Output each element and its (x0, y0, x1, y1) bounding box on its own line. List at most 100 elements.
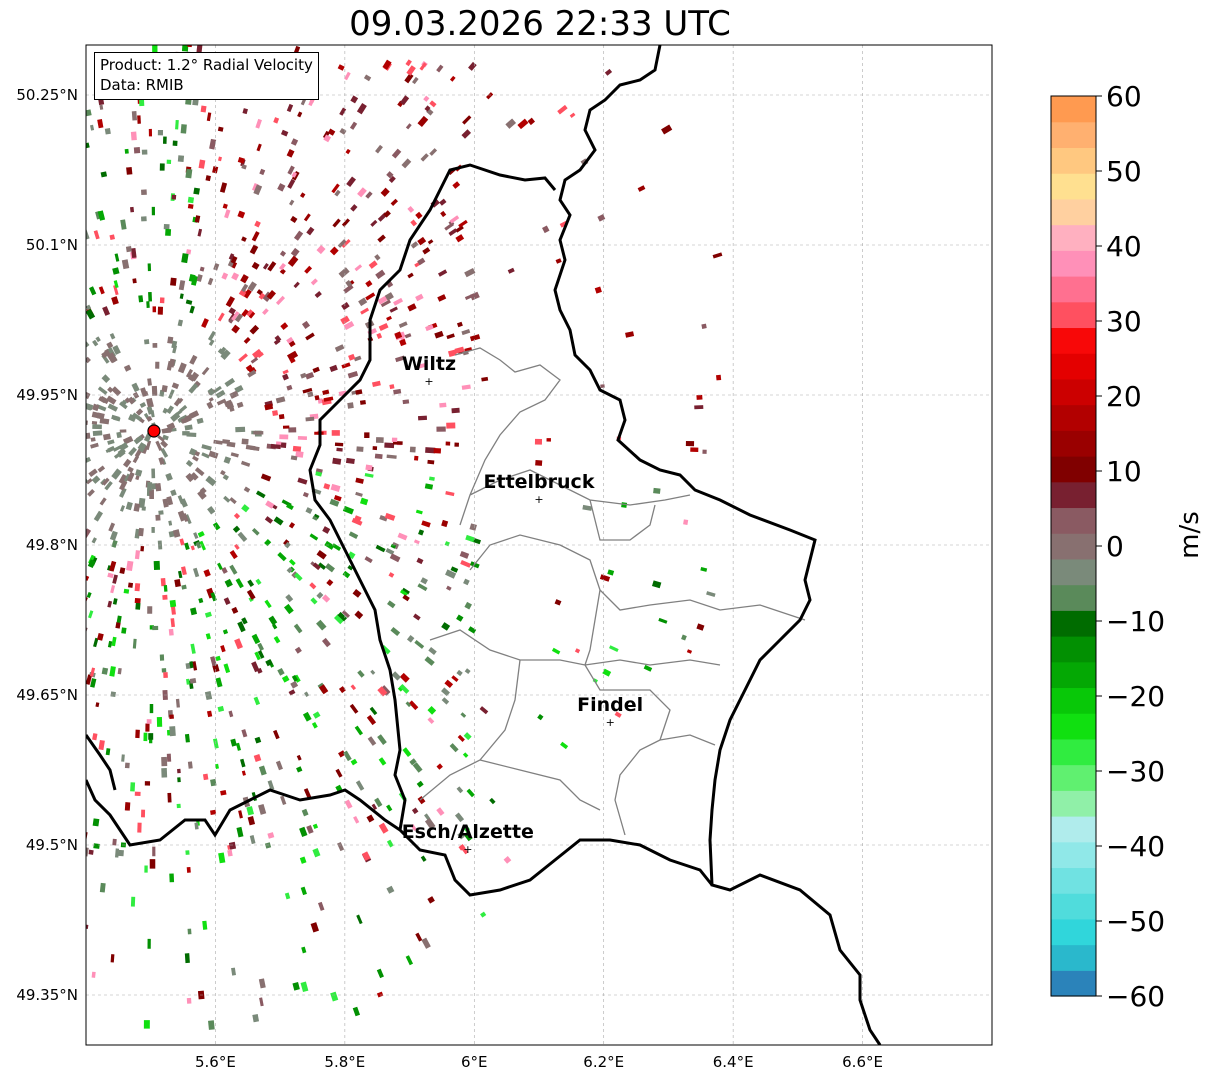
velocity-bin (152, 306, 157, 313)
velocity-bin (264, 403, 274, 411)
velocity-bin (401, 158, 412, 169)
velocity-bin (406, 635, 415, 643)
velocity-bin (294, 646, 302, 654)
velocity-bin (303, 213, 311, 222)
info-box: Product: 1.2° Radial Velocity Data: RMIB (94, 52, 319, 100)
velocity-bin (696, 394, 703, 400)
velocity-bin (341, 302, 350, 311)
velocity-bin (462, 752, 469, 758)
velocity-bin (133, 147, 141, 154)
velocity-bin (569, 112, 576, 118)
velocity-bin (151, 527, 155, 533)
velocity-bin (361, 851, 371, 861)
velocity-bin (249, 445, 260, 452)
velocity-bin (463, 732, 472, 741)
velocity-bin (175, 119, 179, 130)
velocity-bin (208, 339, 215, 346)
velocity-bin (86, 338, 90, 348)
velocity-bin (309, 533, 319, 541)
velocity-bin (255, 578, 262, 586)
velocity-bin (287, 178, 296, 189)
velocity-bin (170, 412, 181, 422)
velocity-bin (217, 126, 224, 132)
velocity-bin (394, 331, 403, 340)
velocity-bin (267, 780, 275, 791)
velocity-bin (404, 73, 414, 84)
velocity-bin (166, 496, 174, 506)
velocity-bin (167, 336, 174, 344)
velocity-bin (230, 452, 239, 458)
velocity-bin (316, 245, 326, 255)
velocity-bin (354, 725, 364, 736)
velocity-bin (379, 514, 388, 522)
velocity-bin (289, 199, 295, 206)
velocity-bin (420, 577, 428, 585)
velocity-bin (275, 760, 283, 771)
velocity-bin (310, 278, 318, 286)
velocity-bin (422, 247, 431, 255)
velocity-bin (456, 614, 464, 622)
velocity-bin (266, 289, 276, 300)
velocity-bin (425, 447, 436, 454)
velocity-bin (424, 105, 431, 112)
velocity-bin (212, 664, 220, 673)
velocity-bin (241, 504, 250, 513)
velocity-bin (241, 770, 246, 776)
velocity-bin (329, 246, 339, 256)
velocity-bin (696, 623, 705, 631)
velocity-bin (152, 846, 156, 857)
velocity-bin (444, 541, 450, 547)
velocity-bin (185, 299, 193, 305)
velocity-bin (311, 721, 318, 729)
velocity-bin (155, 361, 160, 369)
velocity-bin (247, 369, 257, 378)
velocity-bin (322, 526, 331, 534)
velocity-bin (267, 832, 275, 839)
velocity-bin (119, 487, 127, 498)
velocity-bin (286, 149, 295, 158)
velocity-bin (434, 330, 444, 339)
colorbar-segment (1051, 198, 1096, 226)
velocity-bin (354, 610, 364, 620)
velocity-bin (450, 566, 459, 573)
velocity-bin (184, 733, 190, 743)
velocity-bin (462, 824, 470, 833)
velocity-bin (99, 497, 107, 506)
velocity-bin (184, 424, 193, 431)
velocity-bin (237, 531, 248, 542)
velocity-bin (86, 478, 93, 485)
velocity-bin (308, 98, 315, 107)
velocity-bin (132, 278, 137, 284)
velocity-bin (137, 822, 142, 833)
velocity-bin (231, 324, 240, 334)
velocity-bin (306, 226, 315, 236)
velocity-bin (637, 185, 646, 192)
velocity-bin (348, 353, 356, 361)
velocity-bin (86, 356, 91, 364)
velocity-bin (202, 773, 209, 781)
velocity-bin (339, 127, 347, 135)
velocity-bin (196, 417, 204, 425)
velocity-bin (86, 626, 88, 635)
velocity-bin (226, 441, 236, 448)
velocity-bin (223, 663, 231, 674)
velocity-bin (135, 729, 140, 739)
velocity-bin (452, 181, 461, 189)
velocity-bin (280, 322, 289, 330)
velocity-bin (86, 596, 88, 603)
velocity-bin (555, 258, 562, 264)
velocity-bin (220, 789, 227, 796)
velocity-bin (170, 618, 175, 628)
velocity-bin (158, 510, 164, 515)
velocity-bin (140, 546, 145, 552)
velocity-bin (241, 164, 247, 170)
velocity-bin (343, 320, 355, 331)
velocity-bin (415, 932, 423, 942)
velocity-bin (454, 442, 459, 447)
velocity-bin (107, 572, 114, 579)
velocity-bin (267, 261, 277, 272)
velocity-bin (285, 594, 294, 603)
velocity-bin (234, 543, 240, 550)
velocity-bin (243, 336, 251, 344)
velocity-bin (251, 527, 260, 536)
